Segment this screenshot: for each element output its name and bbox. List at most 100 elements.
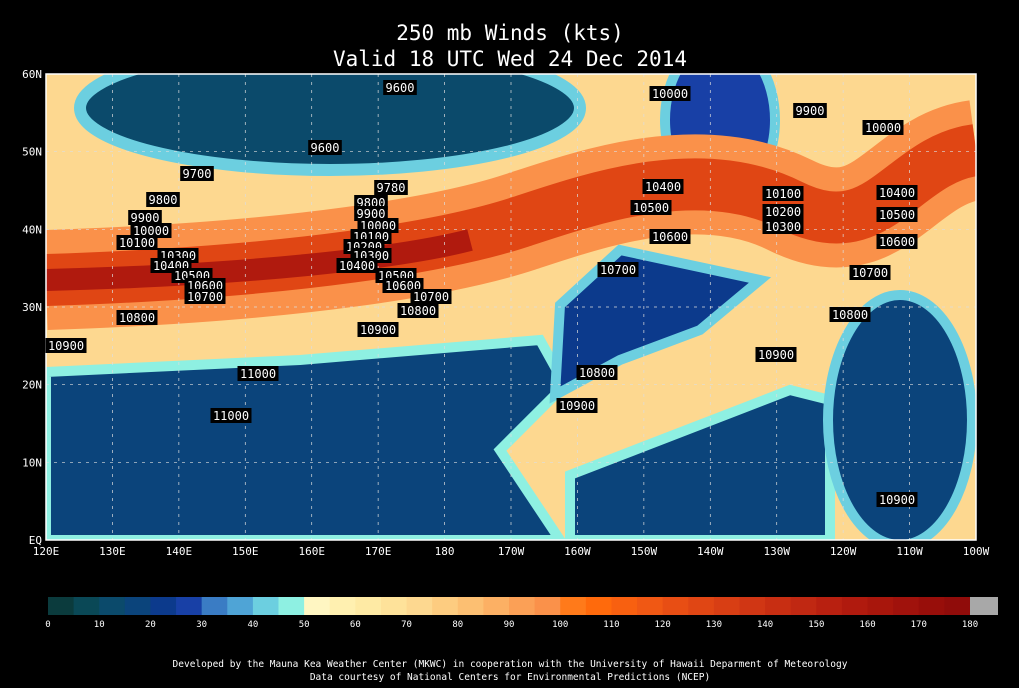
colorbar-swatch xyxy=(124,597,151,615)
lon-label: 160W xyxy=(564,545,591,558)
contour-label-box xyxy=(597,262,639,277)
contour-label-box xyxy=(576,365,618,380)
contour-label: 10600 xyxy=(879,235,915,249)
contour-label-box xyxy=(374,180,408,195)
contour-label: 10900 xyxy=(48,339,84,353)
colorbar-label: 90 xyxy=(504,620,515,630)
contour-label-box xyxy=(130,223,172,238)
contour-label-box xyxy=(237,366,279,381)
contour-label: 10700 xyxy=(187,290,223,304)
lon-label: 120E xyxy=(33,545,60,558)
colorbar-swatch xyxy=(611,597,638,615)
colorbar-swatch xyxy=(432,597,459,615)
contour-label: 9900 xyxy=(131,211,160,225)
colorbar: 0 10 20 30 40 50 60 70 80 90 100 110 120 130 140 150 160… xyxy=(45,597,998,630)
contour-label-box xyxy=(354,206,388,221)
jet-max xyxy=(46,229,473,291)
colorbar-label: 80 xyxy=(452,620,463,630)
contour-label: 10400 xyxy=(339,259,375,273)
lon-label: 130W xyxy=(763,545,790,558)
contour-label: 10300 xyxy=(765,220,801,234)
low-wind-region xyxy=(46,334,572,540)
colorbar-swatch xyxy=(304,597,331,615)
lat-label: EQ xyxy=(29,534,42,547)
lon-label: 140W xyxy=(697,545,724,558)
lon-label: 120W xyxy=(830,545,857,558)
contour-label: 9900 xyxy=(796,104,825,118)
colorbar-label: 60 xyxy=(350,620,361,630)
contour-label-box xyxy=(630,200,672,215)
lon-label: 100W xyxy=(963,545,990,558)
contour-label: 10000 xyxy=(865,121,901,135)
colorbar-swatch xyxy=(662,597,689,615)
contour-label-box xyxy=(862,120,904,135)
contour-label-box xyxy=(849,265,891,280)
colorbar-swatch xyxy=(483,597,510,615)
contour-label-box xyxy=(184,289,226,304)
contour-label-box xyxy=(876,234,918,249)
contour-label-box xyxy=(146,192,180,207)
colorbar-label: 140 xyxy=(757,620,773,630)
colorbar-swatch xyxy=(252,597,279,615)
footer-data-source: Data courtesy of National Centers for En… xyxy=(310,672,710,683)
colorbar-swatch xyxy=(278,597,305,615)
contour-label-box xyxy=(793,103,827,118)
colorbar-swatch xyxy=(688,597,715,615)
colorbar-swatch xyxy=(73,597,100,615)
contour-label-box xyxy=(45,338,87,353)
colorbar-swatch xyxy=(99,597,126,615)
colorbar-swatch xyxy=(893,597,920,615)
contour-label: 10800 xyxy=(832,308,868,322)
colorbar-swatch xyxy=(355,597,382,615)
colorbar-label: 170 xyxy=(911,620,927,630)
colorbar-label: 10 xyxy=(94,620,105,630)
colorbar-label: 100 xyxy=(552,620,568,630)
colorbar-label: 20 xyxy=(145,620,156,630)
lat-label: 30N xyxy=(22,301,42,314)
contour-label: 10100 xyxy=(765,187,801,201)
colorbar-swatch xyxy=(816,597,843,615)
contour-label-box xyxy=(829,307,871,322)
colorbar-swatch xyxy=(585,597,612,615)
contour-label-box xyxy=(410,289,452,304)
contour-label-box xyxy=(357,322,399,337)
colorbar-swatch xyxy=(918,597,945,615)
low-wind-region xyxy=(74,74,586,176)
colorbar-swatch xyxy=(944,597,971,615)
colorbar-label: 30 xyxy=(196,620,207,630)
lon-label: 170W xyxy=(498,545,525,558)
contour-label: 10900 xyxy=(360,323,396,337)
contour-label-box xyxy=(755,347,797,362)
lon-label: 180 xyxy=(435,545,455,558)
contour-label-box xyxy=(308,140,342,155)
contour-label-box xyxy=(876,185,918,200)
lon-label: 150W xyxy=(631,545,658,558)
contour-label-box xyxy=(762,219,804,234)
contour-label: 10700 xyxy=(413,290,449,304)
colorbar-swatch xyxy=(790,597,817,615)
contour-label-box xyxy=(649,86,691,101)
contour-label: 10900 xyxy=(559,399,595,413)
contour-label: 11000 xyxy=(213,409,249,423)
colorbar-swatch xyxy=(227,597,254,615)
contour-label: 10100 xyxy=(119,236,155,250)
colorbar-swatch xyxy=(457,597,484,615)
contour-label-box xyxy=(649,229,691,244)
colorbar-label: 0 xyxy=(45,620,50,630)
contour-label: 9600 xyxy=(386,81,415,95)
colorbar-swatch xyxy=(560,597,587,615)
footer-credit: Developed by the Mauna Kea Weather Cente… xyxy=(173,659,848,670)
contour-label-box xyxy=(336,258,378,273)
colorbar-swatch xyxy=(765,597,792,615)
colorbar-label: 120 xyxy=(655,620,671,630)
lat-label: 10N xyxy=(22,456,42,469)
lat-label: 20N xyxy=(22,379,42,392)
contour-label: 10700 xyxy=(600,263,636,277)
contour-label: 10800 xyxy=(119,311,155,325)
contour-label-box xyxy=(397,303,439,318)
contour-label: 9600 xyxy=(311,141,340,155)
colorbar-swatch xyxy=(509,597,536,615)
